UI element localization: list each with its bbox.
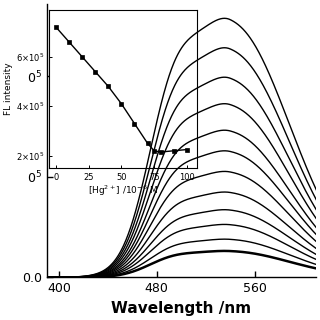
X-axis label: Wavelength /nm: Wavelength /nm bbox=[111, 301, 251, 316]
